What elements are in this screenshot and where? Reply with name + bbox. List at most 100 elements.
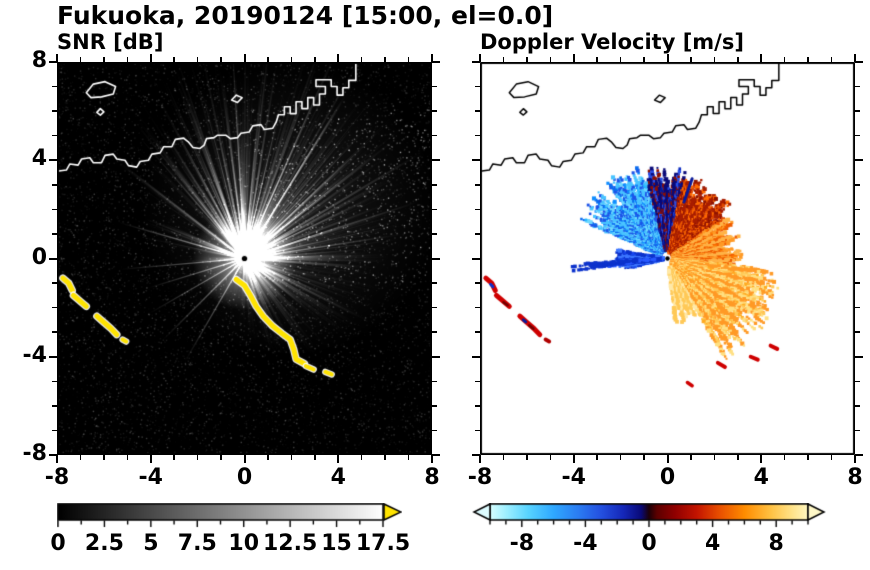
axis-tick (243, 54, 246, 62)
axis-tick (432, 454, 440, 456)
snr-colorbar-label: 10 (228, 531, 260, 556)
axis-tick (475, 85, 480, 88)
axis-tick (855, 257, 863, 260)
doppler-colorbar-label: 8 (768, 531, 784, 556)
axis-tick (475, 331, 480, 333)
axis-tick (690, 455, 692, 460)
axis-tick (472, 454, 480, 456)
x-tick-label: 8 (847, 465, 863, 490)
axis-tick (52, 134, 57, 137)
axis-tick (855, 454, 863, 456)
axis-tick (432, 380, 437, 383)
axis-tick (126, 455, 129, 460)
axis-tick (549, 57, 552, 62)
axis-tick (173, 57, 175, 62)
axis-tick (855, 233, 860, 235)
axis-tick (149, 455, 152, 463)
axis-tick (49, 257, 57, 260)
axis-tick (432, 233, 437, 235)
axis-tick (855, 159, 863, 162)
axis-tick (432, 405, 437, 407)
axis-tick (475, 405, 480, 407)
axis-tick (526, 57, 528, 62)
x-tick-label: 0 (659, 465, 676, 490)
axis-tick (502, 455, 505, 460)
figure-title: Fukuoka, 20190124 [15:00, el=0.0] (57, 1, 554, 30)
axis-tick (690, 57, 692, 62)
x-tick-label: 8 (424, 465, 440, 490)
snr-panel-title: SNR [dB] (57, 30, 164, 54)
axis-tick (432, 355, 440, 358)
axis-tick (49, 61, 57, 63)
axis-tick (432, 85, 437, 88)
axis-tick (783, 455, 786, 460)
axis-tick (431, 455, 433, 463)
axis-tick (855, 355, 863, 358)
axis-tick (855, 380, 860, 383)
axis-tick (855, 184, 860, 186)
axis-tick (314, 57, 316, 62)
axis-tick (475, 208, 480, 211)
axis-tick (360, 57, 363, 62)
axis-tick (830, 57, 833, 62)
axis-tick (643, 57, 645, 62)
axis-tick (56, 54, 58, 62)
axis-tick (432, 61, 440, 63)
x-tick-label: -4 (138, 465, 163, 490)
snr-colorbar-label: 15 (321, 531, 352, 556)
axis-tick (314, 455, 316, 460)
axis-tick (196, 57, 199, 62)
axis-tick (52, 233, 57, 235)
axis-tick (52, 282, 57, 284)
axis-tick (479, 455, 481, 463)
axis-tick (384, 57, 386, 62)
axis-tick (267, 455, 269, 460)
axis-tick (475, 134, 480, 137)
axis-tick (407, 57, 410, 62)
axis-tick (855, 306, 860, 309)
axis-tick (432, 282, 437, 284)
y-tick-label: 4 (31, 146, 47, 172)
axis-tick (475, 282, 480, 284)
axis-tick (52, 405, 57, 407)
x-tick-label: -4 (561, 465, 586, 490)
x-tick-label: -8 (44, 465, 70, 490)
axis-tick (56, 455, 58, 463)
snr-colorbar (57, 503, 402, 529)
axis-tick (760, 54, 763, 62)
axis-tick (807, 57, 809, 62)
axis-tick (432, 134, 437, 137)
axis-tick (432, 257, 440, 260)
snr-colorbar-label: 2.5 (84, 531, 124, 556)
axis-tick (854, 54, 856, 62)
axis-tick (855, 282, 860, 284)
y-tick-label: 8 (31, 48, 47, 73)
axis-tick (432, 110, 437, 112)
axis-tick (830, 455, 833, 460)
axis-tick (737, 57, 739, 62)
axis-tick (472, 61, 480, 63)
axis-tick (173, 455, 175, 460)
snr-colorbar-label: 0 (50, 531, 66, 556)
x-tick-label: 4 (330, 465, 346, 490)
axis-tick (337, 455, 340, 463)
axis-tick (475, 429, 480, 432)
axis-tick (475, 233, 480, 235)
axis-tick (855, 208, 860, 211)
axis-tick (432, 159, 440, 162)
axis-tick (855, 331, 860, 333)
axis-tick (360, 455, 363, 460)
axis-tick (472, 257, 480, 260)
axis-tick (384, 455, 386, 460)
snr-ppi-plot (57, 62, 432, 455)
x-tick-label: -8 (467, 465, 493, 490)
axis-tick (760, 455, 763, 463)
axis-tick (855, 405, 860, 407)
doppler-colorbar-label: -4 (573, 531, 598, 556)
axis-tick (52, 110, 57, 112)
axis-tick (52, 85, 57, 88)
axis-tick (502, 57, 505, 62)
axis-tick (52, 380, 57, 383)
axis-tick (472, 355, 480, 358)
